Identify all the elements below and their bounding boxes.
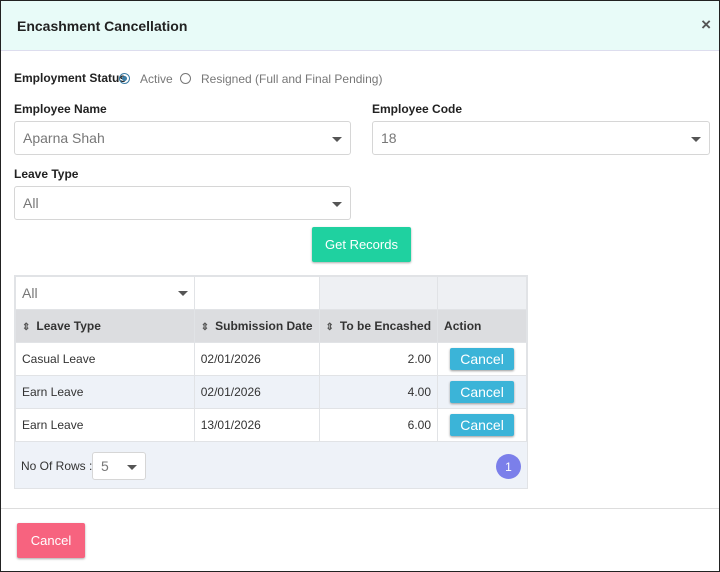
cell-text: 02/01/2026 (200, 352, 261, 366)
row: Earn Leave 02/01/2026 4.00 Cancel (15, 375, 527, 409)
value: All (23, 195, 39, 211)
column-header: Action (444, 319, 482, 333)
cancel-row-button[interactable]: Cancel (450, 348, 515, 370)
table: All ⇕ Leave Type ⇕ Submission Date ⇕ To be … (15, 276, 527, 442)
column-header[interactable]: To be Encashed (339, 319, 432, 333)
label: Employee Name (14, 102, 107, 116)
filter[interactable]: All (15, 276, 195, 310)
column-header[interactable]: Submission Date (215, 319, 313, 333)
row: Casual Leave 02/01/2026 2.00 Cancel (15, 342, 527, 376)
header: Encashment Cancellation × (1, 1, 719, 51)
label: Employment Status (14, 71, 127, 85)
cell: Earn Leave (15, 408, 195, 442)
option[interactable]: Resigned (Full and Final Pending) (201, 72, 383, 86)
divider (1, 508, 719, 509)
cell-text: 02/01/2026 (200, 385, 261, 399)
cell: Casual Leave (15, 342, 195, 376)
select[interactable]: Aparna Shah (14, 121, 351, 155)
row: Earn Leave 13/01/2026 6.00 Cancel (15, 408, 527, 442)
option[interactable]: Active (140, 72, 173, 86)
label: Employee Code (372, 102, 463, 116)
cell: Earn Leave (15, 375, 195, 409)
cell: 13/01/2026 (193, 408, 320, 442)
value: Aparna Shah (23, 130, 105, 146)
table-wrap: All ⇕ Leave Type ⇕ Submission Date ⇕ To be … (14, 275, 528, 489)
cell: 02/01/2026 (193, 375, 320, 409)
cell: 2.00 (318, 342, 439, 376)
cell-text: 4.00 (407, 385, 432, 399)
radio[interactable] (180, 73, 191, 84)
cell: Cancel (437, 408, 527, 442)
close[interactable]: × (701, 15, 711, 34)
select[interactable]: 5 (92, 452, 146, 480)
cancel-button[interactable]: Cancel (17, 523, 85, 558)
cell-text: Earn Leave (22, 418, 84, 432)
cancel-row-button[interactable]: Cancel (450, 414, 515, 436)
button[interactable]: Get Records (312, 227, 411, 262)
cell: 6.00 (318, 408, 439, 442)
cancel-row-button[interactable]: Cancel (450, 381, 515, 403)
select[interactable]: All (14, 186, 351, 220)
cell: 02/01/2026 (193, 342, 320, 376)
cell-text: Casual Leave (22, 352, 96, 366)
title: Encashment Cancellation (17, 18, 188, 34)
label: Leave Type (14, 167, 79, 181)
value: All (22, 285, 38, 301)
radio[interactable] (119, 73, 130, 84)
value: 5 (101, 458, 109, 474)
pager-label: No Of Rows : (21, 459, 93, 473)
value: 18 (381, 130, 397, 146)
cell: Cancel (437, 342, 527, 376)
cell: Cancel (437, 375, 527, 409)
cell: 4.00 (318, 375, 439, 409)
cell-text: 6.00 (407, 418, 432, 432)
cell-text: Earn Leave (22, 385, 84, 399)
pager: No Of Rows : 5 1 (15, 442, 527, 488)
column-header[interactable]: Leave Type (36, 319, 101, 333)
cell-text: 13/01/2026 (200, 418, 261, 432)
cell-text: 2.00 (407, 352, 432, 366)
page[interactable]: 1 (496, 454, 521, 479)
select[interactable]: 18 (372, 121, 710, 155)
